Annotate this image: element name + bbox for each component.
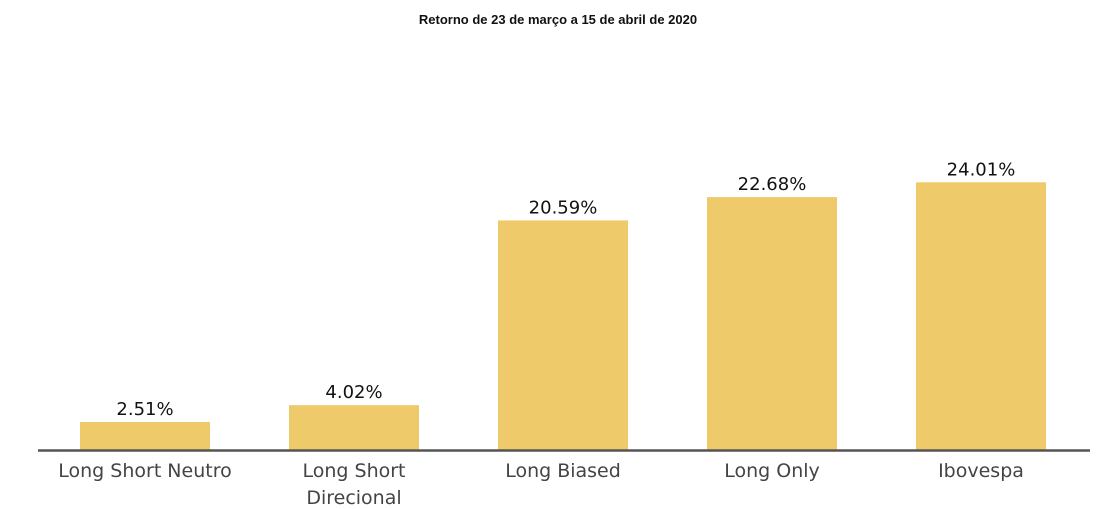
bar-2 — [498, 220, 628, 450]
category-label-2: Long Biased — [505, 460, 621, 482]
category-labels-group: Long Short Neutro Long Short Direcional Lon… — [58, 460, 1024, 509]
bars-group — [80, 182, 1046, 450]
value-label-4: 24.01% — [947, 159, 1016, 180]
category-label-1-line-0: Long Short — [302, 460, 405, 482]
bar-0 — [80, 422, 210, 450]
bar-1 — [289, 405, 419, 450]
category-label-0: Long Short Neutro — [58, 460, 231, 482]
bar-4 — [916, 182, 1046, 450]
category-label-1-line-1: Direcional — [306, 487, 401, 509]
bar-3 — [707, 197, 837, 450]
value-label-0: 2.51% — [116, 399, 173, 420]
value-label-3: 22.68% — [738, 174, 807, 195]
value-label-1: 4.02% — [325, 382, 382, 403]
category-label-3: Long Only — [724, 460, 820, 482]
value-label-2: 20.59% — [529, 197, 598, 218]
value-labels-group: 2.51% 4.02% 20.59% 22.68% 24.01% — [116, 159, 1015, 420]
category-label-4: Ibovespa — [938, 460, 1024, 482]
chart-title: Retorno de 23 de março a 15 de abril de … — [419, 12, 697, 27]
